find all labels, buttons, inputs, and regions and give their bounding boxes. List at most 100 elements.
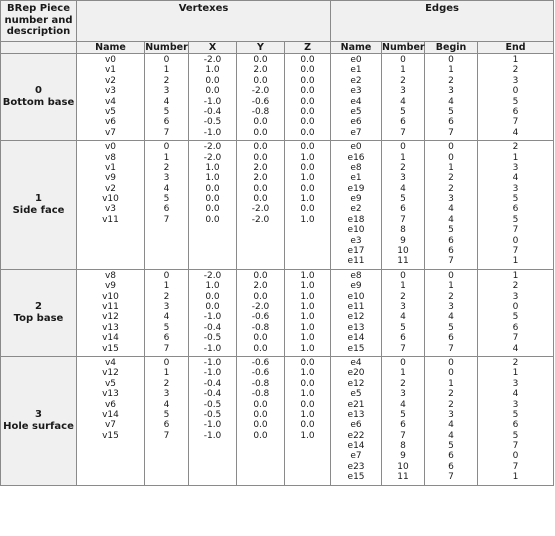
vertex-y-value: -2.0 [251,214,270,225]
vertex-x-value: -0.5 [203,409,222,420]
vertex-x-value: -1.0 [203,420,222,431]
vertex-y-value: 0.0 [253,194,268,205]
edge-name-value: e1 [350,65,362,76]
vertex-name-col: Name [76,41,145,54]
edge-number-value: 3 [400,86,406,97]
vertex-x-value: -2.0 [203,142,222,153]
edge-name-value: e18 [347,214,365,225]
vertex-z-value: 1.0 [300,281,315,292]
edge-name-value: e8 [350,270,362,281]
vertex-z-value: 0.0 [300,86,315,97]
vertex-y-value: 0.0 [253,75,268,86]
piece-description: Bottom base [2,97,75,109]
vertex-y-value: 0.0 [253,55,268,65]
vertex-name-value: v14 [102,333,119,344]
edge-number-value: 1 [400,65,406,76]
edge-end-value: 3 [512,291,519,302]
edge-name-value: e15 [347,343,365,354]
vertex-y-col: Y [236,41,285,54]
vertex-y-value: 0.0 [253,142,268,153]
vertex-x-value: -1.0 [203,343,222,354]
edge-begin-value: 7 [448,127,454,138]
edge-begin-value: 0 [448,357,454,368]
edge-number-value: 10 [397,461,409,472]
edge-number-value: 1 [400,152,406,163]
vertex-y-value: -0.6 [251,357,270,368]
vertex-name-value: v11 [102,214,119,225]
piece-description: Side face [12,204,65,216]
edge-number-value: 5 [400,194,406,205]
edge-end-value: 2 [512,65,519,76]
vertex-number-value: 5 [163,194,170,205]
edge-begin-value: 2 [448,183,454,194]
vertex-x-value: 0.0 [205,183,220,194]
edge-number-value: 2 [400,291,406,302]
edge-end-value: 5 [512,96,519,107]
edge-name-value: e16 [347,152,365,163]
vertex-x-value: -1.0 [203,430,222,441]
vertex-x-value: -0.4 [203,378,222,389]
vertex-name-value: v12 [102,312,119,323]
edge-number-value: 2 [400,162,406,173]
vertex-y-value: 2.0 [253,173,268,184]
edge-begin-value: 3 [448,86,454,97]
vertex-z-value: 1.0 [300,152,315,163]
vertex-name-value: v0 [104,55,117,65]
vertex-x-value: -0.5 [203,117,222,128]
vertex-x-col: X [188,41,237,54]
vertex-y-value: -2.0 [251,301,270,312]
vertex-name-cell: v0 v8 v1 v9 v2 v10 v3 v11 [76,140,145,270]
edge-name-value: e6 [350,420,362,431]
vertex-y-value: 0.0 [253,127,268,138]
vertex-z-value: 1.0 [300,301,315,312]
edge-number-value: 6 [400,333,406,344]
vertex-name-value: v1 [104,162,117,173]
edge-number-value: 9 [400,235,406,246]
edge-begin-value: 0 [448,270,454,281]
edge-name-value: e3 [350,235,362,246]
edge-end-value: 7 [512,441,519,452]
vertex-x-cell: -2.0 1.0 0.0 0.0 -1.0 -0.4 -0.5 -1.0 [188,268,237,357]
piece-description-cell: 0 Bottom base [0,52,77,142]
edge-begin-value: 2 [448,389,454,400]
vertex-number-value: 6 [163,333,170,344]
edge-number-value: 8 [400,225,406,236]
edge-number-value: 8 [400,441,406,452]
vertex-number-value: 2 [163,291,170,302]
edge-begin-value: 4 [448,214,454,225]
edge-end-value: 2 [512,357,519,368]
blank-header-cell [0,41,77,54]
edge-end-value: 5 [512,312,519,323]
vertex-number-value: 4 [163,183,170,194]
edge-name-value: e12 [347,378,365,389]
vertex-x-value: 0.0 [205,291,220,302]
edge-name-value: e2 [350,75,362,86]
vertex-x-value: -0.5 [203,333,222,344]
vertex-y-value: 0.0 [253,399,268,410]
vertex-y-value: 0.0 [253,270,268,281]
piece-header-line: BRep Piece [7,3,70,14]
edge-begin-value: 4 [448,430,454,441]
edge-number-value: 6 [400,420,406,431]
edge-number-value: 6 [400,117,406,128]
vertex-name-value: v9 [104,173,117,184]
vertex-number-value: 5 [163,409,170,420]
vertex-number-value: 6 [163,117,170,128]
edge-number-value: 0 [400,357,406,368]
edge-name-cell: e4 e20 e12 e5 e21 e13 e6 e22 e14 e7 e23 e15 [330,355,383,486]
edge-end-value: 0 [512,86,519,97]
vertex-number-value: 7 [163,430,170,441]
vertex-name-value: v3 [104,86,117,97]
vertex-number-value: 7 [163,127,170,138]
vertex-z-value: 0.0 [300,55,315,65]
edge-begin-value: 1 [448,281,454,292]
vertex-y-value: -2.0 [251,86,270,97]
vertex-z-value: 0.0 [300,378,315,389]
vertex-z-value: 0.0 [300,204,315,215]
